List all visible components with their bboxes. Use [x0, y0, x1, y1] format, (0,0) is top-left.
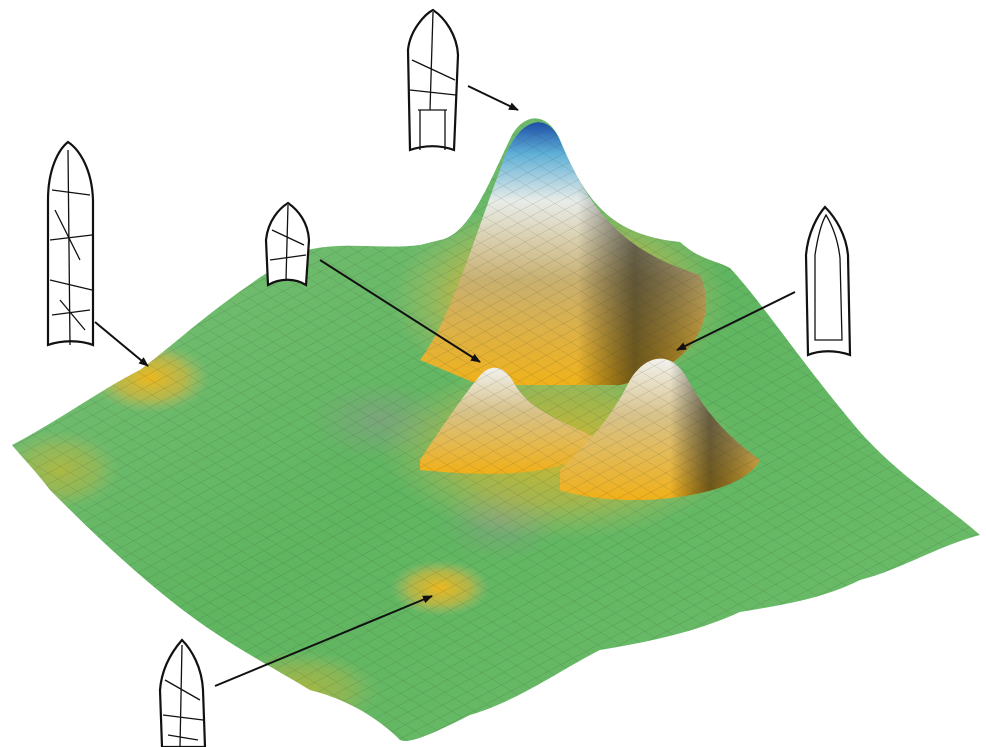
lithic	[46, 140, 95, 347]
mesh	[12, 118, 980, 741]
lithic	[264, 201, 311, 287]
lithic	[804, 205, 852, 357]
arrow	[94, 321, 149, 367]
lithic	[406, 8, 460, 152]
arrow	[676, 291, 796, 351]
surface	[12, 118, 980, 741]
lithic	[158, 638, 207, 747]
arrow	[214, 595, 433, 687]
arrow	[319, 259, 481, 363]
arrow	[467, 85, 519, 111]
